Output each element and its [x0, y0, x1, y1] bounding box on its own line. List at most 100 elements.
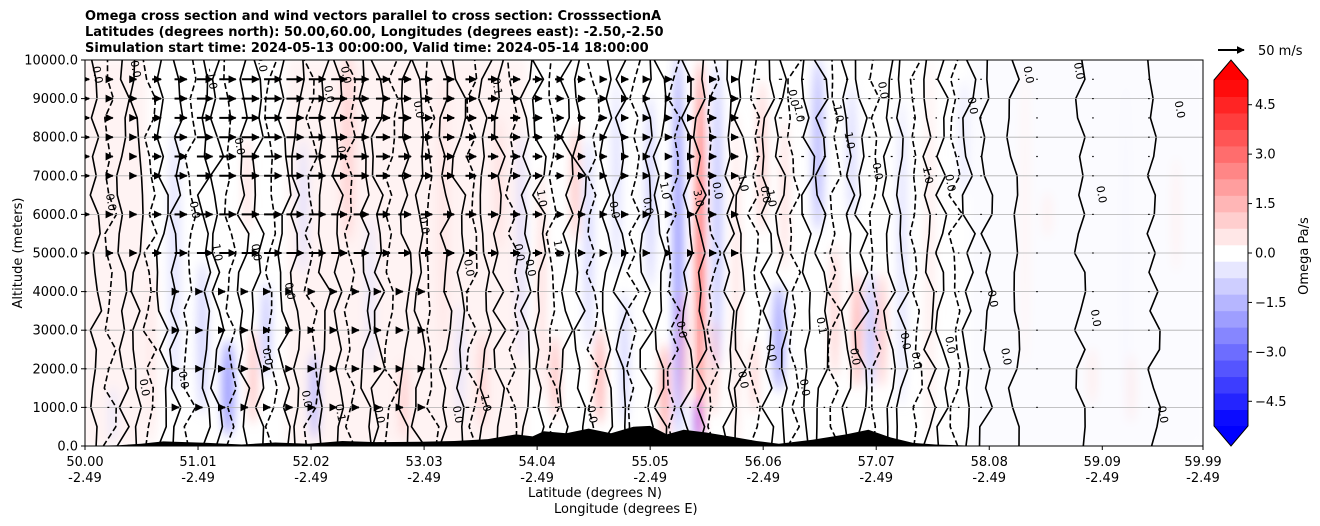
contour-label: 0.0	[797, 378, 813, 397]
contour-label: 3.0	[690, 189, 706, 208]
contour-label: 0.0	[758, 185, 774, 204]
contour-label: 0.0	[584, 405, 600, 424]
x-tick-label-lat: 54.04	[519, 455, 556, 470]
y-tick-label: 4000.0	[33, 285, 79, 300]
y-tick-label: 1000.0	[33, 401, 79, 416]
x-axis-label-secondary: Longitude (degrees E)	[554, 502, 698, 517]
colorbar-band	[1214, 360, 1248, 378]
colorbar-band	[1214, 327, 1248, 345]
colorbar-ticks: 4.5 3.0 1.5 0.0 −1.5 −3.0 −4.5	[1248, 98, 1287, 410]
x-tick-label-lon: -2.49	[520, 471, 554, 486]
contour-label: 0.0	[103, 192, 119, 211]
contour-label: 0.0	[1093, 185, 1109, 204]
omega-cell	[250, 328, 256, 425]
colorbar-band	[1214, 129, 1248, 147]
colorbar-band	[1214, 343, 1248, 361]
y-axis-ticks: 0.0 1000.0 2000.0 3000.0 4000.0 5000.0 6000.0 7…	[24, 54, 85, 455]
contour-label: 0.0	[450, 405, 466, 424]
contour-label: 0.0	[254, 54, 270, 73]
colorbar-band	[1214, 294, 1248, 312]
contour-label: 0.0	[1088, 308, 1104, 327]
omega-cell	[198, 260, 207, 416]
contour-label: 1.0	[534, 189, 550, 208]
y-tick-label: 7000.0	[33, 169, 79, 184]
chart-title-line-1: Omega cross section and wind vectors par…	[85, 9, 662, 24]
omega-cell	[243, 135, 251, 232]
colorbar-band	[1214, 376, 1248, 394]
contour-line	[948, 60, 964, 446]
quiver-key-label: 50 m/s	[1258, 44, 1303, 59]
omega-cell	[773, 283, 784, 392]
quiver-key: 50 m/s	[1218, 44, 1303, 59]
contour-label: 0.0	[674, 320, 690, 339]
contour-label: 0.0	[260, 347, 276, 366]
x-tick-label-lat: 55.05	[632, 455, 669, 470]
colorbar-outline	[1213, 59, 1249, 447]
contour-label: 0.0	[1155, 405, 1171, 424]
colorbar-tick-label: 0.0	[1255, 247, 1276, 262]
colorbar-band	[1214, 178, 1248, 196]
contour-label: 0.0	[136, 378, 152, 397]
plot-area: 0.0 0.0 -1.00.00.00.0 0.01.0 0.00.00.01.00.0…	[85, 54, 1203, 446]
contour-label: 1.0	[830, 104, 846, 123]
x-axis-ticks: 50.00-2.4951.01-2.4952.02-2.4953.03-2.49…	[66, 446, 1222, 486]
omega-cell	[812, 60, 824, 232]
colorbar-tick-label: 4.5	[1255, 98, 1276, 113]
contour-label: 1.0	[209, 243, 225, 262]
colorbar-extend-top	[1214, 60, 1248, 80]
omega-cell	[585, 135, 592, 348]
contour-label: 0.0	[870, 162, 886, 181]
omega-cell	[518, 129, 525, 362]
omega-cell	[751, 337, 757, 416]
omega-cell	[222, 339, 234, 437]
colorbar-tick-label: −4.5	[1255, 395, 1287, 410]
colorbar-tick-label: −3.0	[1255, 345, 1287, 360]
colorbar: 4.5 3.0 1.5 0.0 −1.5 −3.0 −4.5	[1213, 59, 1287, 447]
x-tick-label-lon: -2.49	[859, 471, 893, 486]
colorbar-tick-label: 1.5	[1255, 197, 1276, 212]
colorbar-extend-bottom	[1214, 426, 1248, 446]
colorbar-band	[1214, 261, 1248, 279]
x-tick-label-lon: -2.49	[68, 471, 102, 486]
contour-label: 0.0	[1071, 61, 1087, 80]
x-tick-label-lat: 50.00	[66, 455, 103, 470]
contour-label: 0.0	[897, 331, 913, 350]
contour-label: 0.0	[461, 258, 477, 277]
colorbar-tick-label: −1.5	[1255, 296, 1287, 311]
colorbar-label: Omega Pa/s	[1297, 217, 1312, 295]
x-tick-label-lat: 52.02	[292, 455, 329, 470]
omega-cell	[1128, 353, 1135, 423]
omega-cell	[675, 60, 681, 439]
omega-cell	[147, 253, 157, 446]
contour-label: 0.0	[735, 370, 751, 389]
x-tick-label-lon: -2.49	[294, 471, 328, 486]
contour-label: 0.0	[985, 289, 1001, 308]
contour-label: 0.0	[763, 343, 779, 362]
x-tick-label-lat: 59.09	[1084, 455, 1121, 470]
chart-title-line-3: Simulation start time: 2024-05-13 00:00:…	[85, 41, 649, 56]
contour-label: 0.0	[1172, 100, 1188, 119]
x-tick-label-lon: -2.49	[746, 471, 780, 486]
y-tick-label: 10000.0	[24, 54, 78, 69]
colorbar-band	[1214, 393, 1248, 411]
contour-label: 1.0	[735, 173, 751, 192]
contour-label: 0.0	[416, 216, 432, 235]
colorbar-band	[1214, 310, 1248, 328]
contour-label: 0.0	[411, 100, 427, 119]
contour-label: 0.0	[965, 96, 981, 115]
colorbar-band	[1214, 211, 1248, 229]
colorbar-band	[1214, 112, 1248, 130]
y-tick-label: 0.0	[57, 440, 78, 455]
y-tick-label: 6000.0	[33, 208, 79, 223]
x-tick-label-lat: 58.08	[971, 455, 1008, 470]
colorbar-band	[1214, 277, 1248, 295]
colorbar-bands	[1213, 59, 1249, 447]
wind-vectors	[85, 75, 1150, 412]
contour-label: 0.0	[786, 88, 802, 107]
omega-cell	[1088, 347, 1097, 406]
contour-label: 0.0	[847, 347, 863, 366]
y-axis-label: Altitude (meters)	[11, 198, 26, 309]
x-tick-label-lat: 53.03	[405, 455, 442, 470]
contour-label: 0.0	[232, 136, 248, 155]
